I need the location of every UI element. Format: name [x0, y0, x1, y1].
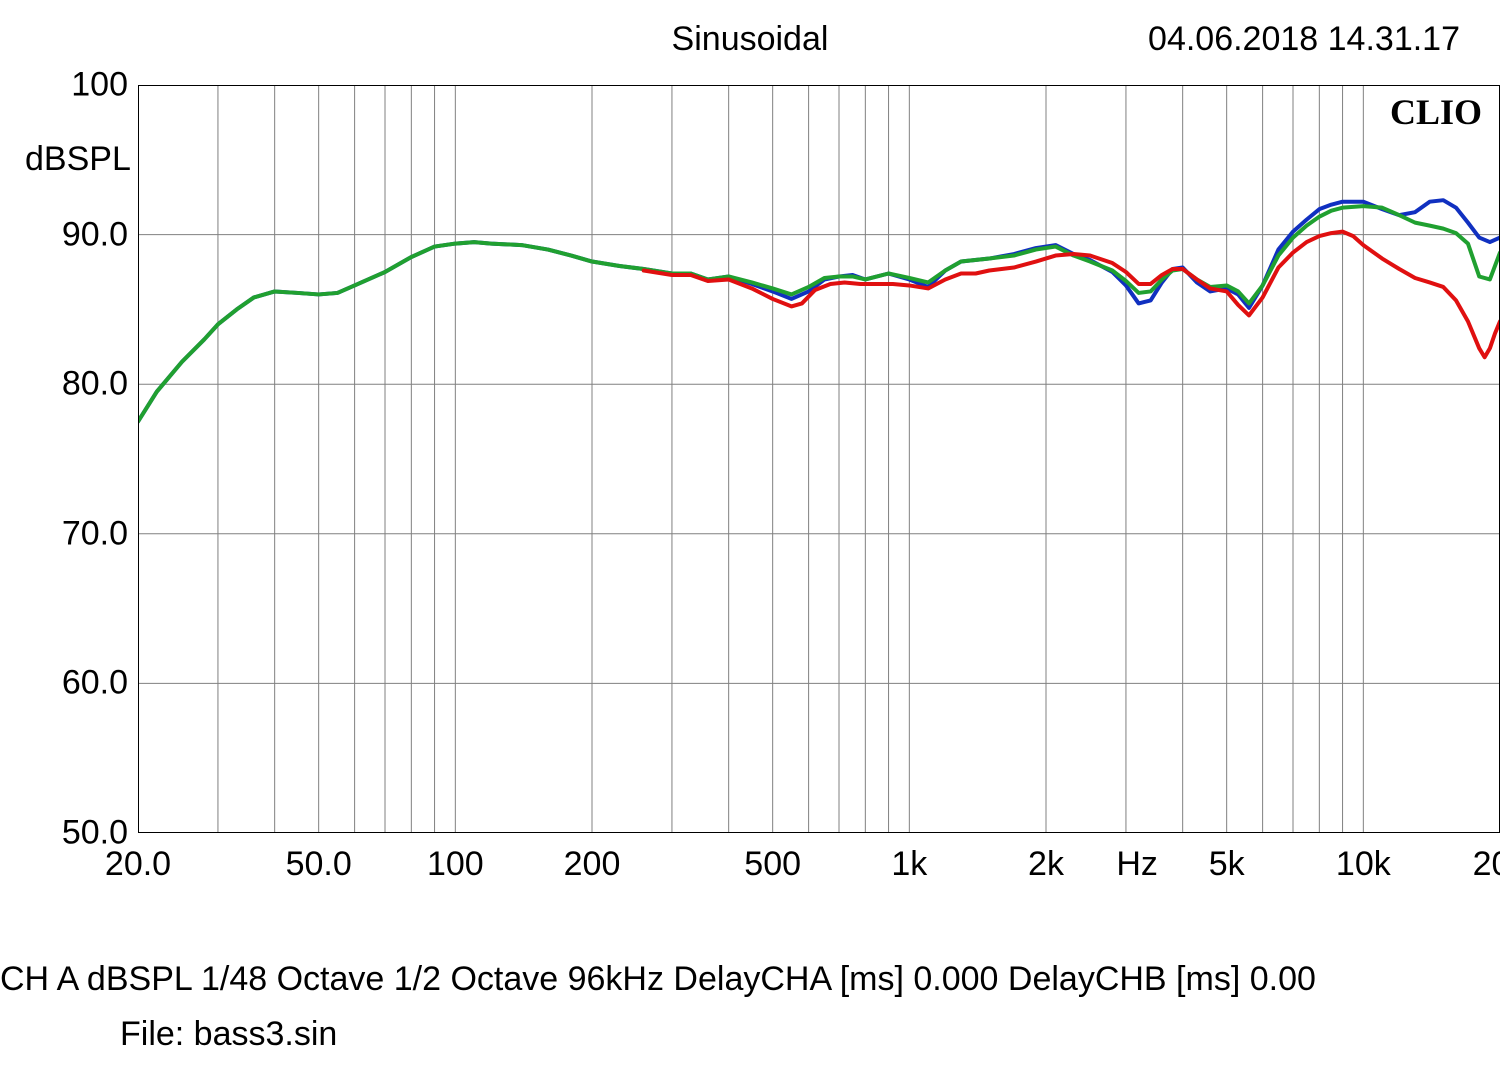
y-tick: 80.0: [8, 365, 128, 404]
y-tick: 90.0: [8, 215, 128, 254]
file-line: File: bass3.sin: [120, 1015, 337, 1054]
x-tick: 20k: [1473, 845, 1500, 884]
clio-watermark: CLIO: [1390, 91, 1482, 133]
x-tick: 500: [744, 845, 801, 884]
chart-container: Sinusoidal 04.06.2018 14.31.17 dBSPL 50.…: [0, 0, 1500, 1074]
y-axis-label: dBSPL: [25, 140, 131, 179]
x-tick: 20.0: [105, 845, 171, 884]
x-tick: 2k: [1028, 845, 1064, 884]
y-tick: 60.0: [8, 664, 128, 703]
status-line: CH A dBSPL 1/48 Octave 1/2 Octave 96kHz …: [0, 960, 1316, 999]
x-tick: 10k: [1336, 845, 1391, 884]
x-tick: 200: [564, 845, 621, 884]
x-tick: 100: [427, 845, 484, 884]
y-tick: 70.0: [8, 514, 128, 553]
chart-plot: [138, 85, 1500, 833]
x-tick: 5k: [1209, 845, 1245, 884]
x-tick: 1k: [891, 845, 927, 884]
x-axis-unit: Hz: [1116, 845, 1158, 884]
y-tick: 100: [8, 66, 128, 105]
x-tick: 50.0: [286, 845, 352, 884]
chart-timestamp: 04.06.2018 14.31.17: [1148, 20, 1460, 59]
